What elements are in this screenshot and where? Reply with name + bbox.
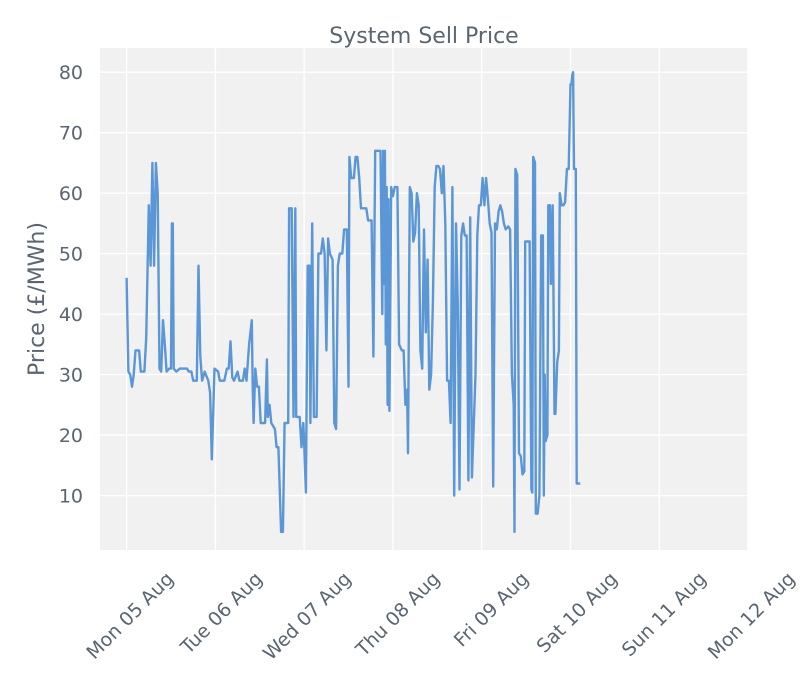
y-axis-label: Price (£/MWh) (25, 222, 50, 376)
y-tick-label: 60 (59, 183, 83, 205)
x-tick-label: Sun 11 Aug (618, 568, 711, 661)
x-tick-label: Sat 10 Aug (533, 568, 622, 657)
y-tick-label: 40 (59, 304, 83, 326)
chart-title: System Sell Price (329, 24, 518, 49)
x-tick-label: Tue 06 Aug (176, 568, 267, 659)
y-tick-labels: 10 20 30 40 50 60 70 80 (59, 62, 83, 507)
series-line (125, 71, 581, 534)
x-tick-label: Fri 09 Aug (450, 568, 533, 651)
y-tick-label: 70 (59, 123, 83, 145)
y-tick-label: 20 (59, 425, 83, 447)
y-tick-label: 50 (59, 244, 83, 266)
x-tick-label: Mon 12 Aug (704, 568, 800, 664)
y-tick-label: 10 (59, 486, 83, 508)
x-tick-label: Mon 05 Aug (82, 568, 178, 664)
series-layer (125, 71, 581, 534)
y-tick-label: 30 (59, 365, 83, 387)
x-tick-label: Wed 07 Aug (259, 568, 356, 665)
y-tick-label: 80 (59, 62, 83, 84)
x-tick-label: Thu 08 Aug (351, 568, 444, 661)
